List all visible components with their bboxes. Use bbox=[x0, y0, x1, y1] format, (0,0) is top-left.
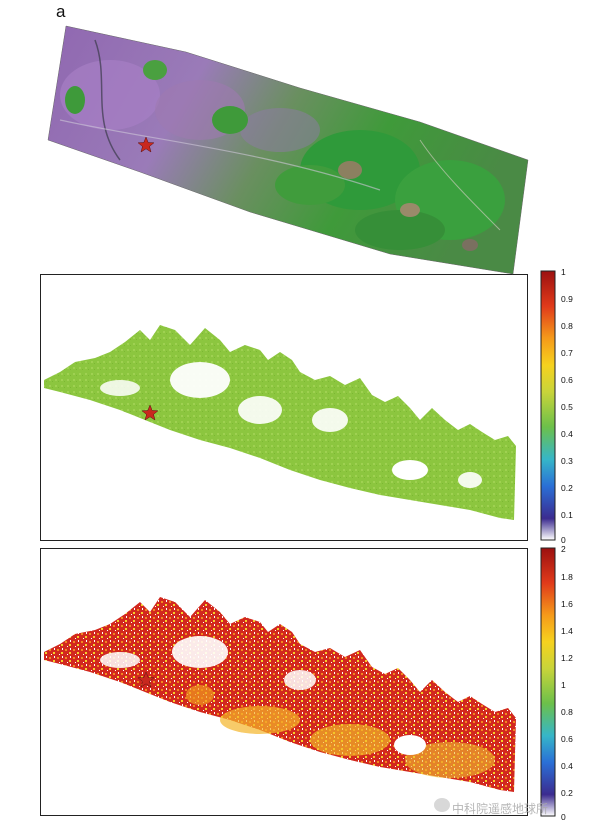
colorbar-b-tick: 0.7 bbox=[561, 348, 573, 358]
colorbar-b-tick: 0.4 bbox=[561, 429, 573, 439]
colorbar-b-tick: 0.5 bbox=[561, 402, 573, 412]
location-star-a bbox=[137, 136, 155, 153]
colorbar-c-tick: 1.4 bbox=[561, 626, 573, 636]
colorbar-b-tick: 0.3 bbox=[561, 456, 573, 466]
colorbar-c-tick: 0 bbox=[561, 812, 566, 822]
colorbar-c-tick: 1.2 bbox=[561, 653, 573, 663]
colorbar-b-tick: 1 bbox=[561, 267, 566, 277]
colorbar-c-tick: 1.8 bbox=[561, 572, 573, 582]
location-star-c bbox=[137, 671, 155, 688]
colorbar-c-tick: 1 bbox=[561, 680, 566, 690]
map-c bbox=[44, 597, 516, 792]
colorbar-b-tick: 0 bbox=[561, 535, 566, 545]
colorbar-b-tick: 0.9 bbox=[561, 294, 573, 304]
satellite-image bbox=[47, 25, 529, 275]
colorbar-c-tick: 0.8 bbox=[561, 707, 573, 717]
colorbar-c-tick: 0.6 bbox=[561, 734, 573, 744]
colorbar-c-tick: 0.2 bbox=[561, 788, 573, 798]
map-b bbox=[44, 325, 516, 520]
colorbar-c-tick: 0.4 bbox=[561, 761, 573, 771]
watermark-text: 中科院遥感地球所 bbox=[452, 802, 549, 816]
location-star-b bbox=[141, 404, 159, 421]
colorbar-b-tick: 0.2 bbox=[561, 483, 573, 493]
wechat-icon bbox=[434, 798, 450, 812]
panel-a-label: a bbox=[56, 2, 66, 21]
colorbar-b-tick: 0.6 bbox=[561, 375, 573, 385]
colorbar-c-tick: 1.6 bbox=[561, 599, 573, 609]
colorbar-b bbox=[540, 270, 556, 541]
colorbar-b-tick: 0.8 bbox=[561, 321, 573, 331]
colorbar-c-tick: 2 bbox=[561, 544, 566, 554]
colorbar-b-tick: 0.1 bbox=[561, 510, 573, 520]
colorbar-c bbox=[540, 547, 556, 817]
